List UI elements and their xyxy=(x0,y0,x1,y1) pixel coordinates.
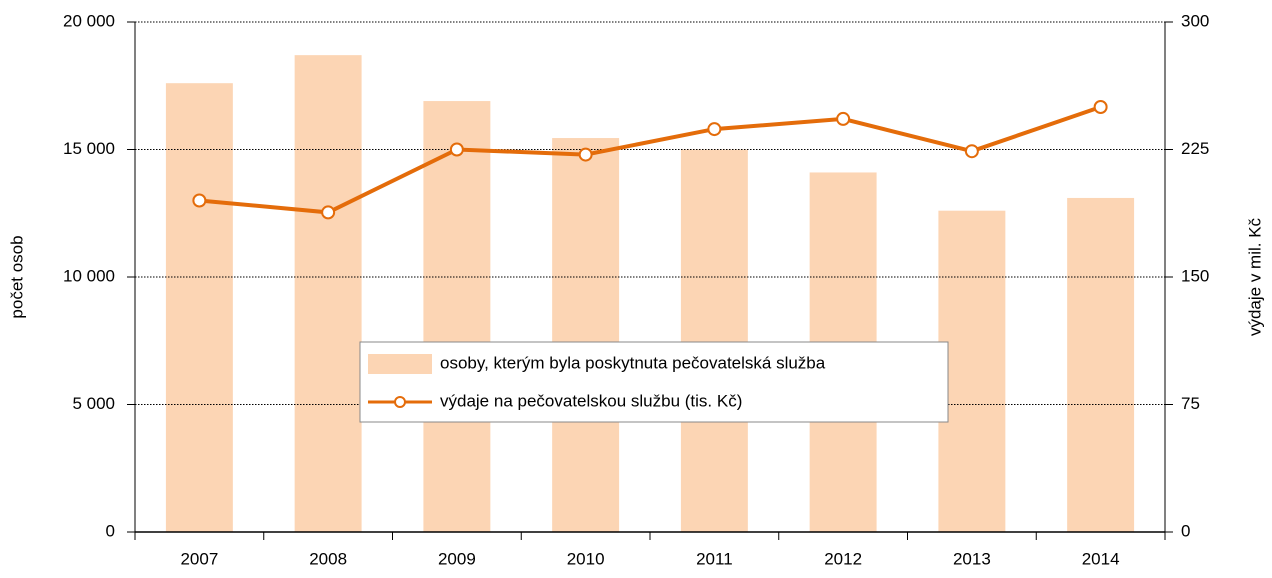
x-tick-label: 2011 xyxy=(696,549,733,568)
bar xyxy=(938,210,1006,532)
line-marker xyxy=(578,147,593,162)
line-marker xyxy=(321,205,336,220)
x-tick-label: 2014 xyxy=(1082,549,1120,568)
x-tick-label: 2012 xyxy=(824,549,862,568)
y2-tick-label: 150 xyxy=(1181,266,1209,285)
x-tick-label: 2008 xyxy=(309,549,347,568)
bar xyxy=(165,83,233,532)
y-tick-label: 10 000 xyxy=(63,266,115,285)
line-marker xyxy=(1093,100,1108,114)
line-marker xyxy=(836,111,851,126)
y2-tick-label: 225 xyxy=(1181,139,1209,158)
bar xyxy=(423,101,491,533)
legend-label: osoby, kterým byla poskytnuta pečovatels… xyxy=(440,353,826,372)
y2-tick-label: 0 xyxy=(1181,521,1190,540)
bar xyxy=(294,55,362,533)
y-tick-label: 5 000 xyxy=(72,394,115,413)
y-tick-label: 0 xyxy=(106,521,115,540)
x-tick-label: 2007 xyxy=(180,549,218,568)
line-marker xyxy=(964,144,979,159)
x-tick-label: 2010 xyxy=(567,549,605,568)
bar xyxy=(552,138,620,532)
legend-marker xyxy=(394,396,406,408)
legend-swatch xyxy=(368,354,432,374)
y-axis-title: počet osob xyxy=(7,235,26,318)
legend-box xyxy=(359,341,949,423)
y-tick-label: 15 000 xyxy=(63,139,115,158)
bar xyxy=(1067,197,1135,532)
line-marker xyxy=(192,193,207,208)
line-marker xyxy=(707,122,722,137)
y2-tick-label: 75 xyxy=(1181,394,1200,413)
line xyxy=(199,105,1102,215)
y-tick-label: 20 000 xyxy=(63,11,115,30)
y2-tick-label: 300 xyxy=(1181,11,1209,30)
x-tick-label: 2013 xyxy=(953,549,991,568)
line-marker xyxy=(449,142,464,157)
x-tick-label: 2009 xyxy=(438,549,476,568)
legend-label: výdaje na pečovatelskou službu (tis. Kč) xyxy=(440,391,742,410)
y2-axis-title: výdaje v mil. Kč xyxy=(1245,217,1264,336)
bar xyxy=(680,149,748,532)
